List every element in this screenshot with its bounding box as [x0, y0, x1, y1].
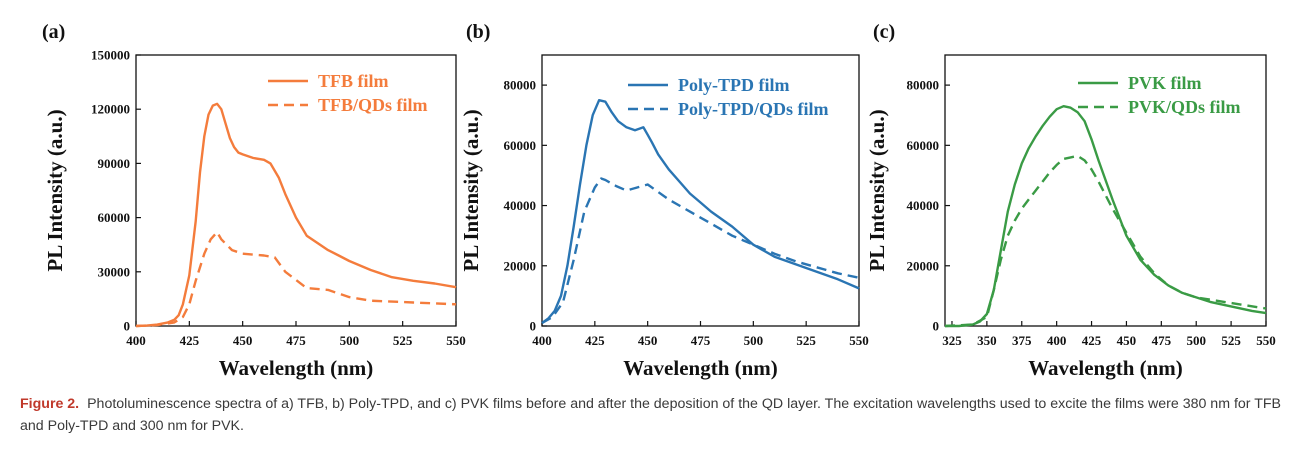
panel-b-series-0-line [541, 98, 860, 324]
panel-b-y-tick-label: 40000 [504, 198, 537, 213]
panel-b-x-tick-label: 475 [691, 333, 711, 348]
panel-c-x-tick-label: 525 [1221, 333, 1241, 348]
panel-a-x-tick-label: 525 [393, 333, 413, 348]
panel-b-x-tick-label: 500 [744, 333, 764, 348]
panel-c-legend-label-1: PVK/QDs film [1128, 97, 1241, 117]
panel-b-y-tick-label: 80000 [504, 78, 537, 93]
panel-a-x-tick-label: 475 [286, 333, 306, 348]
panel-a-x-axis-title: Wavelength (nm) [219, 356, 374, 380]
panel-c-x-tick-label: 425 [1082, 333, 1102, 348]
panel-b-legend-label-1: Poly-TPD/QDs film [678, 99, 829, 119]
panel-a-y-tick-label: 30000 [98, 264, 131, 279]
panel-c-y-tick-label: 40000 [907, 198, 940, 213]
panel-a-x-tick-label: 450 [233, 333, 253, 348]
panel-a-y-axis-title: PL Intensity (a.u.) [43, 109, 67, 271]
panel-a-y-tick-label: 0 [124, 319, 131, 334]
panel-a-x-tick-label: 425 [180, 333, 200, 348]
panel-c-x-tick-label: 450 [1117, 333, 1137, 348]
panel-a-y-tick-label: 60000 [98, 210, 131, 225]
panel-b-legend-label-0: Poly-TPD film [678, 75, 789, 95]
panel-b-series-1-line [541, 177, 860, 325]
panel-a-tag: (a) [42, 21, 65, 43]
caption-label: Figure 2. [20, 396, 80, 412]
panel-c-x-tick-label: 500 [1186, 333, 1206, 348]
panel-c-x-tick-label: 400 [1047, 333, 1067, 348]
panel-c-plot-frame [944, 54, 1267, 327]
panel-c-y-tick-label: 80000 [907, 78, 940, 93]
panel-b-y-axis-title: PL Intensity (a.u.) [459, 109, 483, 271]
panel-c-series-1-line [944, 154, 1267, 328]
panel-c-tag: (c) [873, 21, 895, 43]
panel-b-tag: (b) [466, 21, 490, 43]
panel-a-y-tick-label: 90000 [98, 156, 131, 171]
panel-b-plot-frame [541, 54, 860, 327]
panel-b-x-tick-label: 400 [532, 333, 552, 348]
panel-c-x-tick-label: 550 [1256, 333, 1276, 348]
panel-c-y-tick-label: 60000 [907, 138, 940, 153]
panel-a-series-0-line [135, 102, 457, 328]
panel-b-y-tick-label: 0 [530, 319, 537, 334]
panel-a-legend-label-0: TFB film [318, 71, 389, 91]
panel-b-x-axis-title: Wavelength (nm) [623, 356, 778, 380]
panel-c-x-tick-label: 375 [1012, 333, 1032, 348]
panel-b-y-tick-label: 60000 [504, 138, 537, 153]
panel-b-y-tick-label: 20000 [504, 258, 537, 273]
caption-text: Photoluminescence spectra of a) TFB, b) … [20, 396, 1281, 434]
panel-b-x-tick-label: 450 [638, 333, 658, 348]
panel-a-x-tick-label: 500 [340, 333, 360, 348]
panel-c-x-axis-title: Wavelength (nm) [1028, 356, 1183, 380]
panel-c-x-tick-label: 325 [942, 333, 962, 348]
panel-c-y-axis-title: PL Intensity (a.u.) [865, 109, 889, 271]
panel-c-x-tick-label: 350 [977, 333, 997, 348]
panel-a-x-tick-label: 550 [446, 333, 466, 348]
panel-a-series-1-line [135, 230, 457, 328]
panel-b-x-tick-label: 525 [796, 333, 816, 348]
panel-c-y-tick-label: 0 [933, 319, 940, 334]
panel-c-legend-label-0: PVK film [1128, 73, 1202, 93]
panel-a-legend-label-1: TFB/QDs film [318, 95, 428, 115]
panel-c-x-tick-label: 475 [1152, 333, 1172, 348]
panel-b-x-tick-label: 425 [585, 333, 605, 348]
panel-a-y-tick-label: 150000 [91, 48, 130, 63]
panel-c-y-tick-label: 20000 [907, 258, 940, 273]
panel-a-y-tick-label: 120000 [91, 102, 130, 117]
panel-a-x-tick-label: 400 [126, 333, 146, 348]
panel-b-x-tick-label: 550 [849, 333, 869, 348]
figure-panels: (a) 400 425 450 475 500 525 550 0 30000 60000 90000… [42, 21, 1276, 380]
figure-caption: Figure 2. Photoluminescence spectra of a… [20, 393, 1282, 437]
